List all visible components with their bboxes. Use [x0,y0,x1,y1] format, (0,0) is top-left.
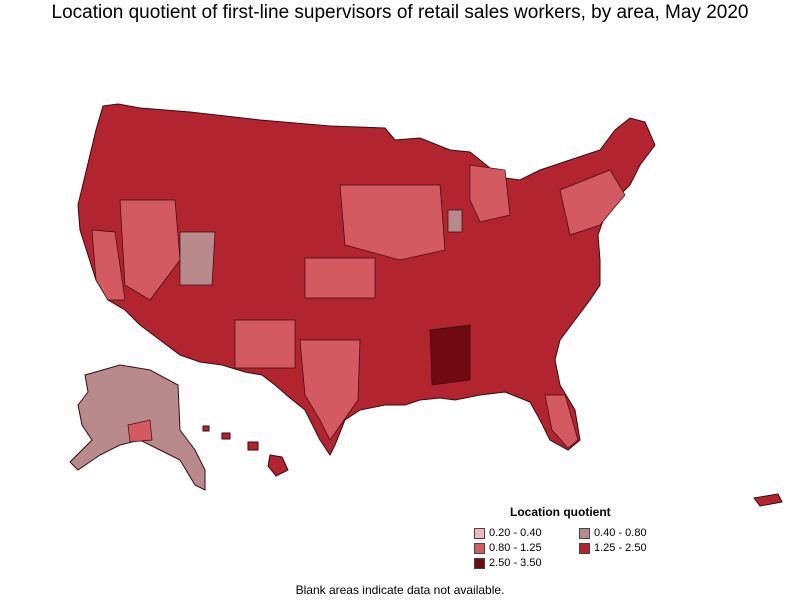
legend-title: Location quotient [510,505,611,519]
hawaii [202,425,289,477]
kansas-medium [304,257,376,299]
chicago-low [447,209,463,233]
legend-item-5: 2.50 - 3.50 [474,557,579,569]
hawaii-kauai [202,425,210,432]
legend-grid: 0.20 - 0.40 0.40 - 0.80 0.80 - 1.25 1.25… [474,527,684,569]
legend-swatch-1 [474,527,485,539]
southeast-dark [429,324,471,386]
legend-label-2: 0.40 - 0.80 [594,527,647,539]
alaska [69,364,206,491]
hawaii-maui [247,441,259,451]
midwest-medium [339,184,446,261]
legend-swatch-5 [474,557,485,569]
legend-item-1: 0.20 - 0.40 [474,527,579,539]
legend-swatch-4 [579,542,590,554]
legend-label-1: 0.20 - 0.40 [489,527,542,539]
legend-label-5: 2.50 - 3.50 [489,557,542,569]
puerto-rico-shape [753,493,783,507]
california-medium [91,229,126,301]
texas-medium [299,339,361,441]
hawaii-oahu [221,432,231,440]
florida-medium [544,394,579,449]
footnote: Blank areas indicate data not available. [295,583,505,597]
nevada-utah-low [179,231,216,286]
west-region-medium [119,199,181,301]
legend-item-4: 1.25 - 2.50 [579,542,684,554]
legend-item-3: 0.80 - 1.25 [474,542,579,554]
contiguous-us [77,103,656,456]
hawaii-big-island [267,454,289,477]
legend-item-2: 0.40 - 0.80 [579,527,684,539]
legend-swatch-3 [474,542,485,554]
legend-label-4: 1.25 - 2.50 [594,542,647,554]
legend-label-3: 0.80 - 1.25 [489,542,542,554]
new-mexico-medium [234,319,296,369]
michigan-medium [469,164,511,223]
northeast-medium [559,169,626,236]
map-title: Location quotient of first-line supervis… [51,2,749,23]
alaska-area-medium [127,419,153,443]
legend-swatch-2 [579,527,590,539]
puerto-rico [753,493,783,507]
